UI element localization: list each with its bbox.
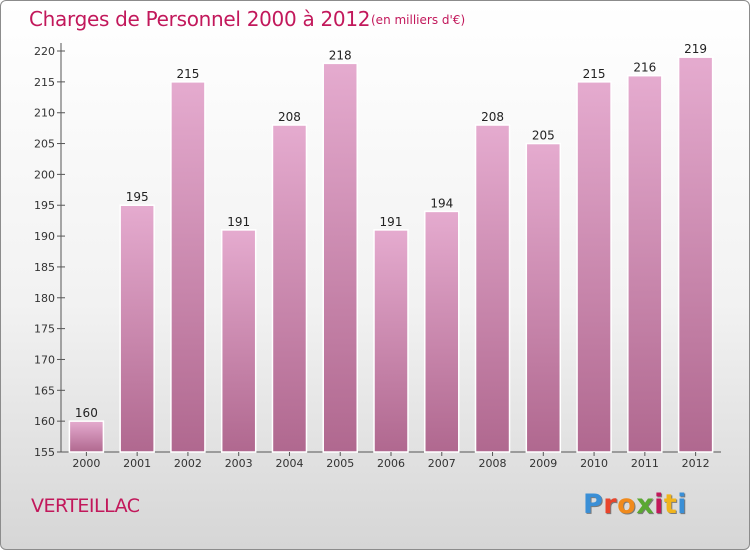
y-tick-label: 180	[34, 292, 55, 305]
x-tick-label: 2007	[428, 457, 456, 470]
bar-value-label: 195	[126, 190, 149, 204]
bar	[68, 420, 105, 453]
bar-value-label: 219	[684, 42, 707, 56]
y-tick-label: 155	[34, 446, 55, 459]
bar	[373, 229, 409, 453]
bar	[322, 62, 358, 453]
bar	[220, 229, 257, 453]
x-tick-label: 2008	[479, 457, 507, 470]
y-tick-label: 200	[34, 168, 55, 181]
bar	[170, 81, 206, 453]
y-tick-label: 160	[34, 415, 55, 428]
bar-value-label: 191	[227, 215, 250, 229]
y-tick-label: 190	[34, 230, 55, 243]
bar-value-label: 205	[532, 129, 555, 143]
x-tick-label: 2009	[529, 457, 557, 470]
bar	[525, 142, 562, 453]
bar	[271, 124, 308, 453]
x-tick-label: 2011	[631, 457, 659, 470]
x-tick-label: 2004	[275, 457, 303, 470]
town-name: VERTEILLAC	[31, 495, 140, 517]
y-tick-label: 175	[34, 323, 55, 336]
bar-value-label: 216	[633, 61, 656, 75]
bar	[424, 210, 460, 453]
chart-title: Charges de Personnel 2000 à 2012	[29, 7, 371, 31]
x-tick-label: 2003	[225, 457, 253, 470]
plot-area: 155 160 165 170 175 180 185 190 195 200 205 210 215 2…	[34, 42, 721, 470]
x-tick-label: 2006	[377, 457, 405, 470]
x-tick-label: 2005	[326, 457, 354, 470]
logo-letter: P	[583, 489, 604, 520]
y-tick-label: 205	[34, 138, 55, 151]
y-tick-label: 220	[34, 45, 55, 58]
y-tick-label: 165	[34, 384, 55, 397]
bar-value-label: 208	[481, 110, 504, 124]
bar-value-label: 208	[278, 110, 301, 124]
logo-letter: o	[617, 489, 637, 520]
bar-value-label: 215	[176, 67, 199, 81]
y-tick-label: 210	[34, 107, 55, 120]
bar-value-label: 160	[75, 406, 98, 420]
bar-value-label: 218	[329, 48, 352, 62]
logo-letter: i	[654, 489, 664, 520]
y-tick-label: 195	[34, 199, 55, 212]
bar-value-label: 194	[430, 196, 453, 210]
logo-letter: i	[677, 489, 688, 520]
bar-value-label: 215	[583, 67, 606, 81]
bar	[627, 74, 663, 453]
bar	[677, 56, 714, 453]
bar	[474, 124, 511, 453]
unit-label: (en milliers d'€)	[371, 13, 466, 27]
proxiti-logo: Proxiti	[583, 489, 687, 520]
y-tick-label: 170	[34, 353, 55, 366]
x-tick-label: 2000	[72, 457, 100, 470]
bar	[576, 81, 612, 453]
x-tick-label: 2001	[123, 457, 151, 470]
logo-letter: x	[636, 489, 655, 520]
y-tick-label: 215	[34, 76, 55, 89]
x-tick-label: 2010	[580, 457, 608, 470]
bar-value-label: 191	[380, 215, 403, 229]
x-tick-label: 2002	[174, 457, 202, 470]
logo-letter: t	[663, 489, 678, 520]
logo-letter: r	[603, 489, 618, 520]
y-tick-label: 185	[34, 261, 55, 274]
x-tick-label: 2012	[682, 457, 710, 470]
bar	[119, 204, 155, 453]
